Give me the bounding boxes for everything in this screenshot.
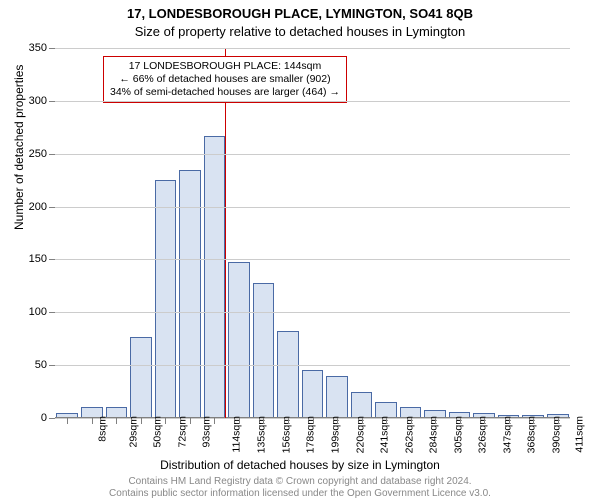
y-tick (49, 101, 55, 102)
gridline (55, 365, 570, 366)
histogram-bar (302, 370, 324, 418)
y-tick-label: 200 (29, 201, 47, 213)
annotation-line3: 34% of semi-detached houses are larger (… (110, 86, 340, 99)
x-tick-label: 72sqm (176, 416, 188, 448)
x-tick (509, 418, 510, 424)
bars-layer (55, 48, 570, 418)
annotation-line2: ← 66% of detached houses are smaller (90… (110, 73, 340, 86)
y-axis-label: Number of detached properties (12, 65, 26, 230)
histogram-bar (155, 180, 177, 418)
histogram-bar (351, 392, 373, 418)
gridline (55, 101, 570, 102)
y-tick (49, 48, 55, 49)
x-tick-label: 156sqm (280, 416, 292, 453)
x-tick-label: 347sqm (501, 416, 513, 453)
x-tick-label: 241sqm (378, 416, 390, 453)
x-tick (214, 418, 215, 424)
x-tick (484, 418, 485, 424)
y-tick (49, 259, 55, 260)
x-tick-label: 368sqm (526, 416, 538, 453)
histogram-bar (130, 337, 152, 418)
histogram-bar (277, 331, 299, 418)
x-tick (92, 418, 93, 424)
x-tick-label: 411sqm (574, 416, 586, 453)
marker-line (225, 48, 226, 418)
x-tick-label: 390sqm (550, 416, 562, 453)
x-tick (337, 418, 338, 424)
x-tick (288, 418, 289, 424)
x-tick-label: 8sqm (97, 416, 109, 442)
x-tick (190, 418, 191, 424)
x-tick (313, 418, 314, 424)
gridline (55, 259, 570, 260)
y-tick-label: 100 (29, 306, 47, 318)
histogram-bar (253, 283, 275, 418)
x-tick (533, 418, 534, 424)
annotation-line1: 17 LONDESBOROUGH PLACE: 144sqm (110, 60, 340, 73)
histogram-bar (228, 262, 250, 418)
y-tick-label: 300 (29, 95, 47, 107)
y-tick (49, 154, 55, 155)
x-tick (386, 418, 387, 424)
x-axis-label: Distribution of detached houses by size … (0, 458, 600, 472)
x-tick-label: 262sqm (403, 416, 415, 453)
page-title-address: 17, LONDESBOROUGH PLACE, LYMINGTON, SO41… (0, 6, 600, 21)
y-tick-label: 150 (29, 253, 47, 265)
x-tick-label: 326sqm (476, 416, 488, 453)
x-tick (141, 418, 142, 424)
x-tick-label: 284sqm (427, 416, 439, 453)
annotation-box: 17 LONDESBOROUGH PLACE: 144sqm ← 66% of … (103, 56, 347, 103)
x-tick-label: 50sqm (152, 416, 164, 448)
gridline (55, 48, 570, 49)
x-tick (411, 418, 412, 424)
gridline (55, 312, 570, 313)
footer-line2: Contains public sector information licen… (0, 488, 600, 499)
x-tick-label: 135sqm (256, 416, 268, 453)
x-tick (116, 418, 117, 424)
x-tick-label: 199sqm (329, 416, 341, 453)
y-tick (49, 207, 55, 208)
y-tick-label: 250 (29, 148, 47, 160)
y-tick (49, 365, 55, 366)
x-tick-label: 178sqm (305, 416, 317, 453)
x-tick (558, 418, 559, 424)
x-tick-label: 93sqm (201, 416, 213, 448)
gridline (55, 207, 570, 208)
y-tick-label: 50 (35, 359, 47, 371)
x-tick (263, 418, 264, 424)
footer-line1: Contains HM Land Registry data © Crown c… (0, 476, 600, 487)
x-tick (460, 418, 461, 424)
chart-plot-area: 17 LONDESBOROUGH PLACE: 144sqm ← 66% of … (55, 48, 570, 418)
page-subtitle: Size of property relative to detached ho… (0, 24, 600, 39)
x-tick-label: 305sqm (452, 416, 464, 453)
x-tick (165, 418, 166, 424)
y-tick (49, 312, 55, 313)
x-tick (362, 418, 363, 424)
gridline (55, 154, 570, 155)
histogram-bar (326, 376, 348, 418)
x-tick-label: 114sqm (230, 416, 242, 453)
histogram-bar (204, 136, 226, 418)
x-tick-label: 29sqm (127, 416, 139, 448)
x-tick (239, 418, 240, 424)
y-tick-label: 0 (41, 412, 47, 424)
y-tick (49, 418, 55, 419)
x-tick (67, 418, 68, 424)
x-tick-label: 220sqm (354, 416, 366, 453)
x-tick (435, 418, 436, 424)
y-tick-label: 350 (29, 42, 47, 54)
